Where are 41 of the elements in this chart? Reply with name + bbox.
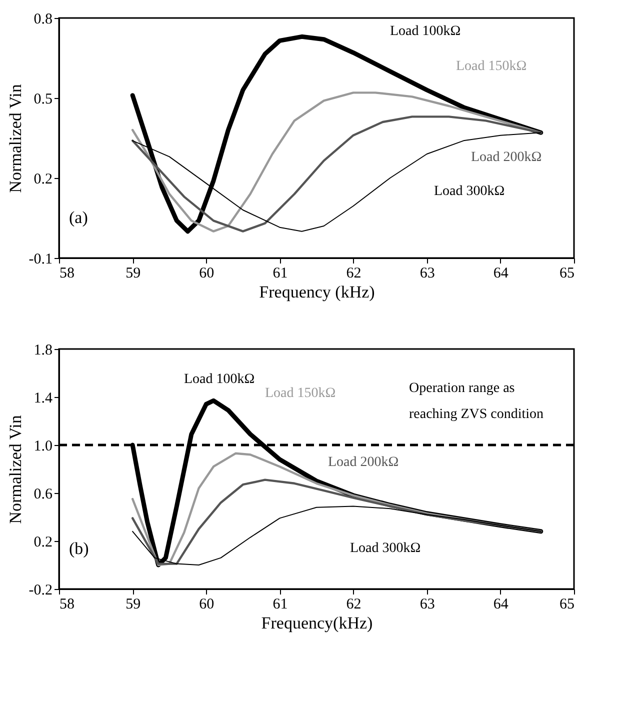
series-label: Load 300kΩ <box>350 541 421 556</box>
y-tick-label: 0.2 <box>34 172 52 188</box>
x-tick-label: 63 <box>420 266 435 282</box>
x-tick-label: 60 <box>199 266 214 282</box>
x-tick-label: 58 <box>60 266 74 282</box>
text: Load 300kΩ <box>434 184 505 199</box>
y-tick-label: -0.2 <box>28 582 52 598</box>
x-tick-label: 65 <box>560 266 574 282</box>
y-axis-title: Normalized Vin <box>6 84 25 193</box>
y-tick-label: 0.5 <box>34 92 52 108</box>
x-tick-label: 62 <box>346 266 362 282</box>
x-tick-label: 61 <box>272 266 288 282</box>
y-tick-label: 0.6 <box>34 486 53 502</box>
text: Load 100kΩ <box>390 24 461 39</box>
x-tick-label: 65 <box>560 596 574 612</box>
y-tick-label: 1.8 <box>34 342 52 358</box>
y-tick-label: 0.2 <box>34 534 52 550</box>
x-tick-label: 60 <box>199 596 214 612</box>
text: Load 150kΩ <box>456 59 527 74</box>
ref-line-label: Operation range as reaching ZVS condition <box>409 381 544 422</box>
series-label: Load 200kΩ <box>471 150 542 165</box>
x-tick-label: 64 <box>493 266 509 282</box>
annotation: (b) <box>69 539 89 558</box>
series-label: Load 200kΩ <box>328 455 399 470</box>
y-axis-title: Normalized Vin <box>6 414 25 524</box>
y-tick-label: 0.8 <box>34 12 52 28</box>
x-tick-label: 64 <box>493 596 509 612</box>
series-label: Load 100kΩ <box>184 372 255 387</box>
x-tick-label: 61 <box>272 596 288 612</box>
y-tick-label: 1.4 <box>34 390 53 406</box>
x-tick-label: 59 <box>126 596 141 612</box>
x-axis-title: Frequency (kHz) <box>259 282 375 302</box>
x-tick-label: 62 <box>346 596 362 612</box>
y-tick-label: -0.1 <box>28 252 52 268</box>
x-tick-label: 59 <box>126 266 141 282</box>
text: Load 150kΩ <box>265 386 336 401</box>
x-tick-label: 58 <box>60 596 74 612</box>
x-tick-label: 63 <box>420 596 435 612</box>
annotation: (a) <box>69 208 88 227</box>
y-tick-label: 1.0 <box>34 438 52 454</box>
x-axis-title: Frequency(kHz) <box>261 614 373 632</box>
